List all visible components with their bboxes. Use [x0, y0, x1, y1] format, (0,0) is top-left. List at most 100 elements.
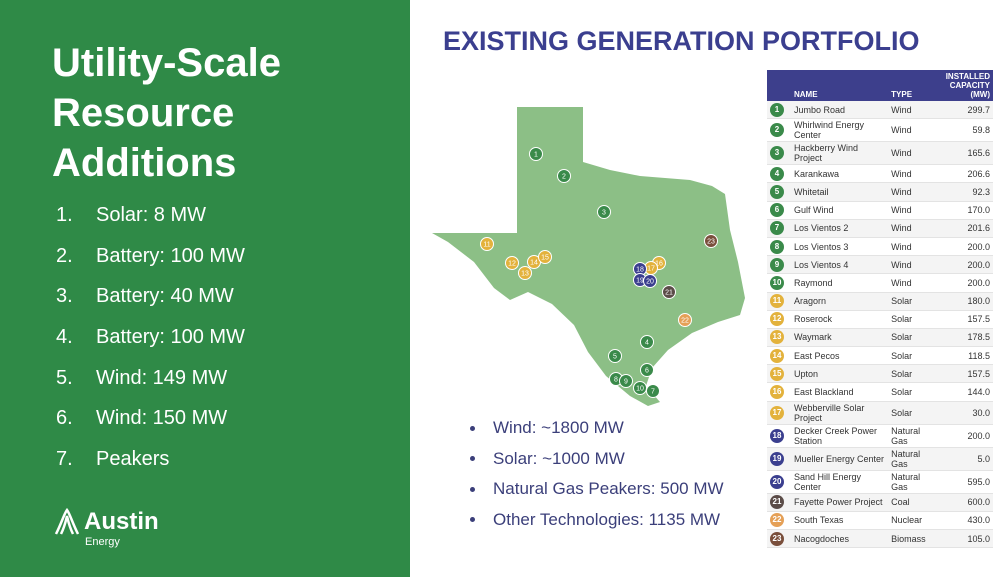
list-item: 1. Solar: 8 MW	[56, 204, 245, 245]
marker-label: 22	[681, 317, 689, 324]
num-cell: 14	[767, 346, 791, 366]
name-cell: Los Vientos 2	[791, 219, 889, 238]
type-cell: Wind	[888, 101, 937, 120]
bullet-text: Other Technologies: 1135 MW	[493, 509, 721, 529]
additions-list: 1. Solar: 8 MW 2. Battery: 100 MW 3. Battery:…	[56, 204, 245, 489]
summary-bullets: Wind: ~1800 MW Solar: ~1000 MW Natural Gas…	[470, 413, 724, 535]
name-cell: Decker Creek Power Station	[791, 424, 889, 448]
table-row: 19 Mueller Energy Center Natural Gas 5.0	[767, 447, 993, 471]
row-badge: 18	[770, 428, 784, 443]
marker-label: 8	[614, 376, 618, 383]
capacity-cell: 157.5	[937, 364, 993, 384]
marker-label: 12	[508, 260, 516, 267]
bullet-dot	[470, 425, 475, 431]
type-cell: Wind	[888, 219, 937, 238]
type-cell: Solar	[888, 328, 937, 348]
marker-label: 15	[541, 254, 549, 261]
row-badge: 17	[770, 405, 784, 420]
capacity-cell: 206.6	[937, 164, 993, 184]
type-cell: Wind	[888, 182, 937, 202]
name-cell: Whirlwind Energy Center	[791, 118, 889, 143]
capacity-cell: 430.0	[937, 511, 993, 531]
row-badge: 21	[770, 495, 784, 510]
item-text: Wind: 149 MW	[96, 366, 228, 389]
row-badge: 12	[770, 312, 784, 327]
list-item: 3. Battery: 40 MW	[56, 285, 245, 326]
marker-label: 20	[646, 278, 654, 285]
num-cell: 1	[767, 101, 791, 120]
capacity-cell: 200.0	[937, 273, 993, 293]
row-badge: 2	[770, 123, 784, 138]
table-header: NAME TYPE INSTALLED CAPACITY (MW)	[767, 70, 993, 101]
item-number: 7.	[56, 448, 73, 471]
list-item: 5. Wind: 149 MW	[56, 367, 245, 408]
map-marker	[643, 274, 657, 288]
marker-label: 9	[624, 378, 628, 385]
table-row: 6 Gulf Wind Wind 170.0	[767, 201, 993, 220]
marker-label: 11	[483, 241, 490, 248]
portfolio-title: EXISTING GENERATION PORTFOLIO	[443, 26, 920, 56]
capacity-cell: 144.0	[937, 382, 993, 402]
map-marker	[662, 285, 676, 299]
name-cell: East Blackland	[791, 382, 889, 402]
marker-label: 7	[651, 388, 655, 395]
map-marker	[678, 313, 692, 327]
table-row: 10 Raymond Wind 200.0	[767, 273, 993, 293]
table-row: 23 Nacogdoches Biomass 105.0	[767, 529, 993, 549]
table-row: 15 Upton Solar 157.5	[767, 364, 993, 384]
table-row: 3 Hackberry Wind Project Wind 165.6	[767, 141, 993, 166]
map-marker	[640, 335, 654, 349]
num-cell: 13	[767, 328, 791, 348]
name-cell: Los Vientos 3	[791, 237, 889, 257]
capacity-cell: 200.0	[937, 237, 993, 257]
num-cell: 19	[767, 447, 791, 471]
map-marker	[529, 147, 543, 161]
num-cell: 5	[767, 182, 791, 202]
table-row: 20 Sand Hill Energy Center Natural Gas 595.…	[767, 470, 993, 494]
row-badge: 9	[770, 257, 784, 272]
map-marker	[597, 205, 611, 219]
num-cell: 18	[767, 424, 791, 448]
bullet-dot	[470, 517, 475, 523]
map-marker	[538, 250, 552, 264]
marker-label: 3	[602, 209, 606, 216]
map-marker	[619, 374, 633, 388]
marker-label: 13	[521, 270, 529, 277]
map-marker	[640, 363, 654, 377]
list-item: 7. Peakers	[56, 448, 245, 489]
type-cell: Solar	[888, 364, 937, 384]
bullet-item: Solar: ~1000 MW	[470, 444, 724, 475]
type-cell: Biomass	[888, 529, 937, 549]
marker-label: 18	[636, 266, 644, 273]
row-badge: 6	[770, 203, 784, 218]
num-cell: 6	[767, 201, 791, 220]
name-cell: Los Vientos 4	[791, 255, 889, 275]
bullet-item: Wind: ~1800 MW	[470, 413, 724, 444]
capacity-cell: 30.0	[937, 401, 993, 425]
marker-label: 14	[530, 259, 538, 266]
bullet-dot	[470, 456, 475, 462]
list-item: 4. Battery: 100 MW	[56, 326, 245, 367]
name-cell: Raymond	[791, 273, 889, 293]
name-cell: South Texas	[791, 511, 889, 531]
texas-shape	[432, 107, 745, 406]
type-cell: Solar	[888, 401, 937, 425]
type-cell: Wind	[888, 141, 937, 166]
table-row: 2 Whirlwind Energy Center Wind 59.8	[767, 118, 993, 143]
row-badge: 23	[770, 531, 784, 546]
table-row: 16 East Blackland Solar 144.0	[767, 382, 993, 402]
map-marker	[505, 256, 519, 270]
map-marker	[480, 237, 494, 251]
list-item: 2. Battery: 100 MW	[56, 245, 245, 286]
num-cell: 11	[767, 292, 791, 311]
marker-label: 2	[562, 173, 566, 180]
table-row: 1 Jumbo Road Wind 299.7	[767, 101, 993, 120]
item-number: 5.	[56, 366, 73, 389]
type-cell: Solar	[888, 310, 937, 329]
row-badge: 1	[770, 102, 784, 117]
bullet-text: Wind: ~1800 MW	[493, 418, 624, 438]
capacity-cell: 92.3	[937, 182, 993, 202]
row-badge: 11	[770, 294, 784, 309]
num-cell: 23	[767, 529, 791, 549]
type-cell: Wind	[888, 201, 937, 220]
